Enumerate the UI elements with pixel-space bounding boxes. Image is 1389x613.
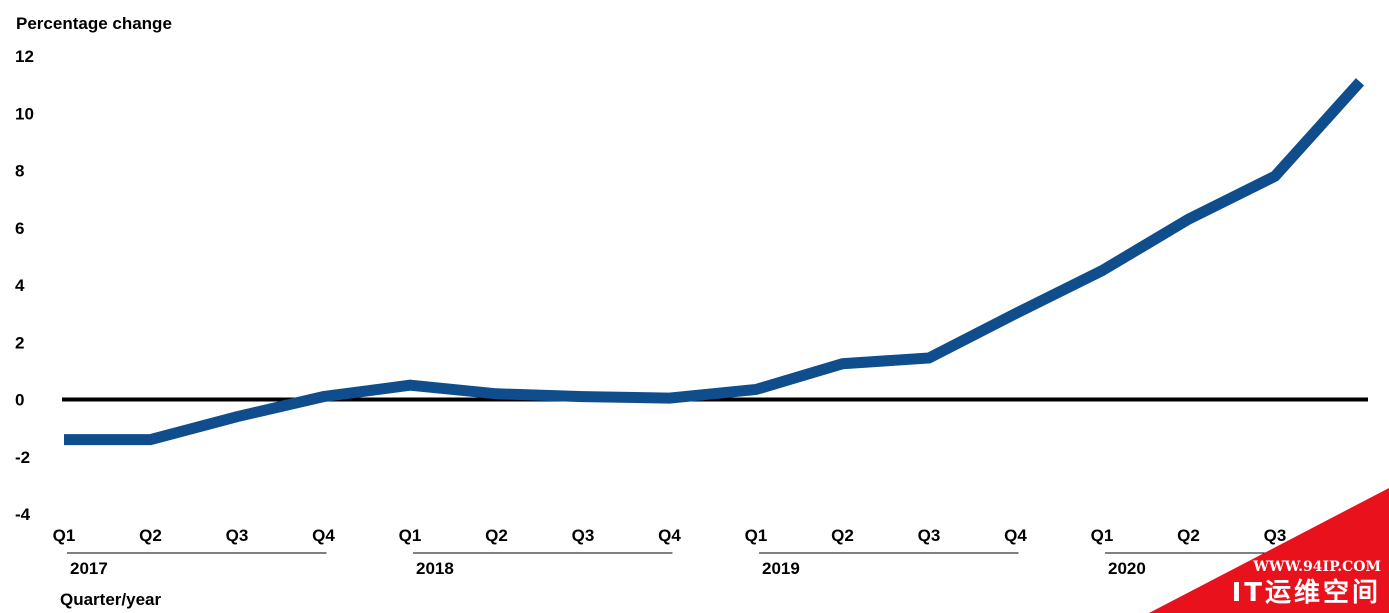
y-tick-label: 10 <box>15 104 34 123</box>
year-label: 2018 <box>416 559 454 578</box>
y-tick-label: 8 <box>15 162 24 181</box>
year-label: 2020 <box>1108 559 1146 578</box>
x-tick-label: Q2 <box>485 526 508 545</box>
x-tick-label: Q2 <box>1177 526 1200 545</box>
x-tick-label: Q4 <box>1004 526 1027 545</box>
x-tick-label: Q3 <box>226 526 249 545</box>
x-tick-label: Q2 <box>831 526 854 545</box>
y-axis-title: Percentage change <box>16 14 172 33</box>
y-tick-label: 6 <box>15 219 24 238</box>
x-tick-label: Q3 <box>572 526 595 545</box>
x-tick-labels: Q1Q2Q3Q4Q1Q2Q3Q4Q1Q2Q3Q4Q1Q2Q3Q4 <box>53 526 1374 545</box>
watermark-url: WWW.94IP.COM <box>1253 559 1381 575</box>
x-tick-label: Q1 <box>745 526 768 545</box>
y-tick-labels: -4 -2 0 2 4 6 8 10 12 <box>15 47 34 524</box>
y-tick-label: 0 <box>15 391 24 410</box>
x-axis-title: Quarter/year <box>60 590 161 609</box>
x-tick-label: Q4 <box>312 526 335 545</box>
y-tick-label: 12 <box>15 47 34 66</box>
y-tick-label: -2 <box>15 448 30 467</box>
x-tick-label: Q1 <box>1091 526 1114 545</box>
year-label: 2017 <box>70 559 108 578</box>
series-line <box>64 78 1365 446</box>
x-tick-label: Q3 <box>918 526 941 545</box>
y-tick-label: 4 <box>15 276 25 295</box>
x-tick-label: Q1 <box>53 526 76 545</box>
y-tick-label: -4 <box>15 505 31 524</box>
x-tick-label: Q4 <box>658 526 681 545</box>
x-tick-label: Q1 <box>399 526 422 545</box>
year-groups: 2017 2018 2019 2020 <box>67 552 1365 578</box>
x-tick-label: Q3 <box>1264 526 1287 545</box>
watermark-name: IT运维空间 <box>1231 578 1381 608</box>
y-tick-label: 2 <box>15 333 24 352</box>
x-tick-label: Q2 <box>139 526 162 545</box>
watermark-logo: WWW.94IP.COM IT运维空间 <box>1149 488 1389 613</box>
year-label: 2019 <box>762 559 800 578</box>
